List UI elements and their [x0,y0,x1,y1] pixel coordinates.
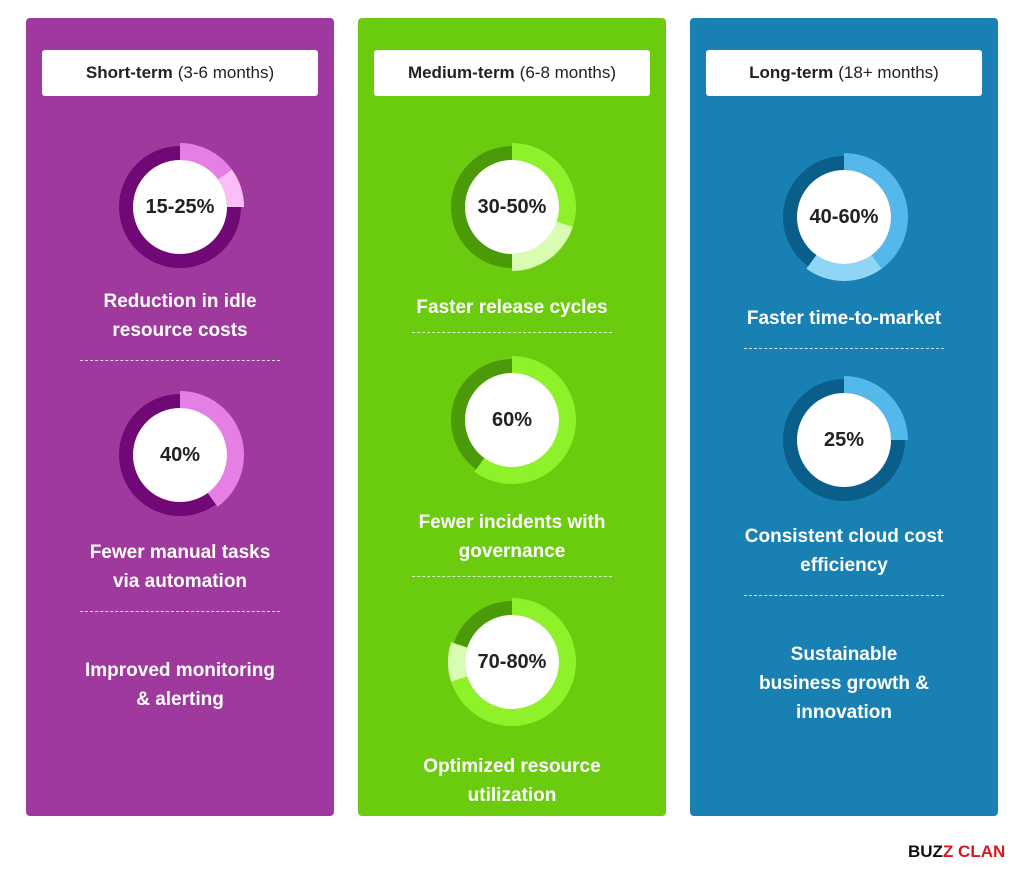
donut-chart: 15-25% [110,137,250,277]
donut-value: 60% [491,408,533,431]
label-line: Fewer manual tasks [89,542,271,563]
donut-chart: 70-80% [442,592,582,732]
metric-label: Faster release cycles [358,293,666,322]
label-line: governance [458,541,566,562]
donut-main-segment [844,376,908,440]
label-line: business growth & [759,673,929,694]
donut-chart: 25% [774,370,914,510]
label-line: Consistent cloud cost [744,526,944,547]
label-line: & alerting [136,689,224,710]
dashed-divider [744,348,944,349]
dashed-divider [412,576,612,577]
donut-main-segment [474,356,576,484]
column-header: Long-term (18+ months) [706,50,982,96]
metric-label: Reduction in idle resource costs [26,287,334,345]
metric-label: Fewer incidents with governance [358,508,666,566]
label-line: innovation [795,702,893,723]
column-header: Medium-term (6-8 months) [374,50,650,96]
header-title: Short-term [85,63,173,82]
label-line: Optimized resource [423,756,601,777]
header-period: (6-8 months) [519,63,617,82]
donut-value: 15-25% [145,195,215,218]
donut-range-segment [218,169,244,207]
column-header: Short-term (3-6 months) [42,50,318,96]
donut-chart: 60% [442,350,582,490]
donut-main-segment [844,153,908,269]
dashed-divider [80,611,280,612]
donut-chart: 30-50% [442,137,582,277]
label-line: Faster time-to-market [746,308,942,329]
metric-label: Fewer manual tasks via automation [26,538,334,596]
donut-value: 70-80% [477,650,547,673]
dashed-divider [744,595,944,596]
metric-label: Consistent cloud cost efficiency [690,522,998,580]
label-line: Sustainable [790,644,898,665]
donut-value: 40% [159,443,201,466]
header-period: (3-6 months) [177,63,275,82]
dashed-divider [412,332,612,333]
label-line: utilization [467,785,557,806]
column-short: Short-term (3-6 months) 15-25% Reduction in… [26,18,334,816]
header-title: Medium-term [407,63,515,82]
metric-label: Sustainable business growth & innovation [690,640,998,727]
label-line: resource costs [112,320,248,341]
donut-range-segment [448,642,468,682]
dashed-divider [80,360,280,361]
label-line: efficiency [800,555,888,576]
donut-chart: 40% [110,385,250,525]
donut-chart: 40-60% [774,147,914,287]
donut-main-segment [180,391,244,507]
donut-range-segment [512,221,573,271]
label-line: via automation [112,571,248,592]
label-line: Reduction in idle [103,291,257,312]
label-line: Faster release cycles [416,297,608,318]
donut-value: 30-50% [477,195,547,218]
metric-label: Faster time-to-market [690,304,998,333]
column-medium: Medium-term (6-8 months) 30-50% Faster rele… [358,18,666,816]
donut-range-segment [806,255,882,281]
buzzclan-logo: BUZZ CLAN [908,842,1006,861]
header-period: (18+ months) [838,63,939,82]
label-line: Fewer incidents with [418,512,606,533]
label-line: Improved monitoring [85,660,275,681]
metric-label: Improved monitoring & alerting [26,656,334,714]
donut-value: 40-60% [809,205,879,228]
donut-main-segment [180,143,232,180]
metric-label: Optimized resource utilization [358,752,666,810]
header-title: Long-term [749,63,834,82]
donut-value: 25% [823,428,865,451]
column-long: Long-term (18+ months) 40-60% Faster time-t… [690,18,998,816]
donut-main-segment [512,143,576,227]
